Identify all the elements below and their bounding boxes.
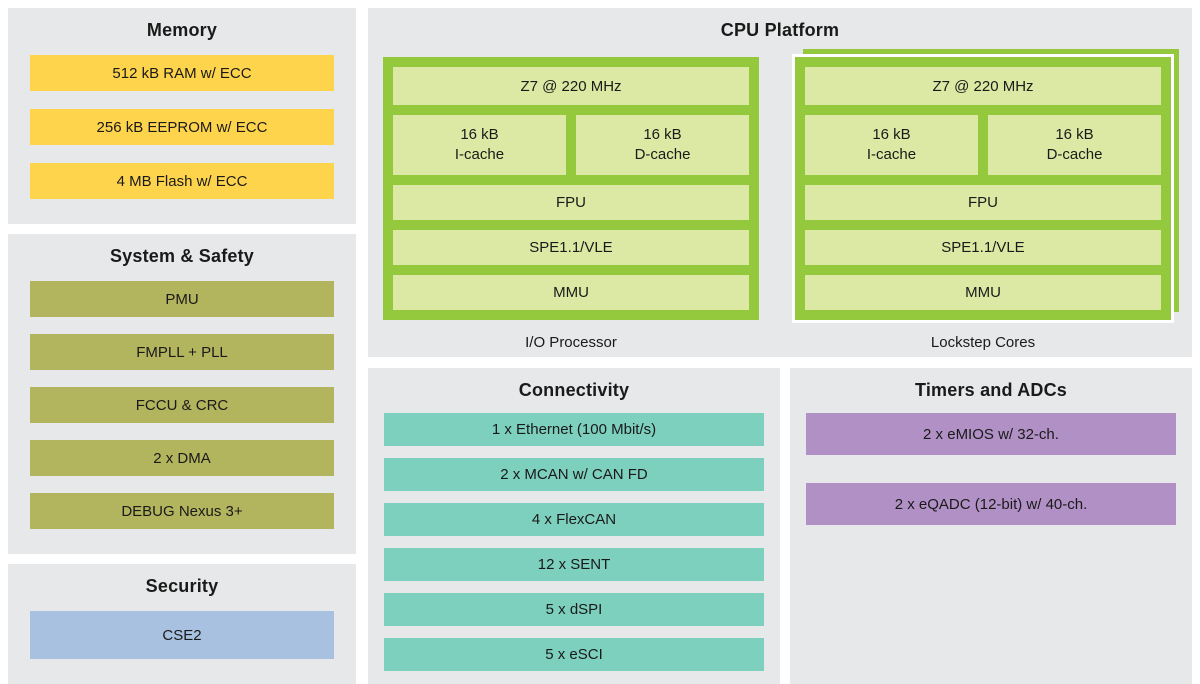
connectivity-blocks: 1 x Ethernet (100 Mbit/s) 2 x MCAN w/ CA… [368,401,780,671]
io-processor-core: Z7 @ 220 MHz 16 kB I-cache 16 kB D-cache… [383,57,759,351]
security-title: Security [145,576,219,596]
block-ethernet: 1 x Ethernet (100 Mbit/s) [384,413,764,446]
core-mmu: MMU [805,275,1161,310]
block-eqadc: 2 x eQADC (12-bit) w/ 40-ch. [806,483,1176,525]
core-spe-vle: SPE1.1/VLE [805,230,1161,265]
block-mcan: 2 x MCAN w/ CAN FD [384,458,764,491]
connectivity-section: Connectivity 1 x Ethernet (100 Mbit/s) 2… [368,368,780,684]
system-safety-blocks: PMU FMPLL + PLL FCCU & CRC 2 x DMA DEBUG… [8,267,356,529]
system-safety-title: System & Safety [109,246,255,266]
block-sent: 12 x SENT [384,548,764,581]
core-spe-vle: SPE1.1/VLE [393,230,749,265]
timers-adcs-section: Timers and ADCs 2 x eMIOS w/ 32-ch. 2 x … [790,368,1192,684]
core-fpu: FPU [805,185,1161,220]
core-icache: 16 kB I-cache [805,115,978,175]
lockstep-cores-caption: Lockstep Cores [930,334,1036,351]
core-mmu: MMU [393,275,749,310]
core-fpu: FPU [393,185,749,220]
system-safety-section: System & Safety PMU FMPLL + PLL FCCU & C… [8,234,356,554]
block-flash: 4 MB Flash w/ ECC [30,163,334,199]
core-block: Z7 @ 220 MHz 16 kB I-cache 16 kB D-cache… [383,57,759,320]
core-icache: 16 kB I-cache [393,115,566,175]
block-debug-nexus: DEBUG Nexus 3+ [30,493,334,529]
cpu-platform-section: CPU Platform Z7 @ 220 MHz 16 kB I-cache … [368,8,1192,357]
block-pmu: PMU [30,281,334,317]
connectivity-title: Connectivity [518,380,630,400]
block-flexcan: 4 x FlexCAN [384,503,764,536]
block-eeprom: 256 kB EEPROM w/ ECC [30,109,334,145]
memory-blocks: 512 kB RAM w/ ECC 256 kB EEPROM w/ ECC 4… [8,41,356,199]
block-fccu-crc: FCCU & CRC [30,387,334,423]
cache-row: 16 kB I-cache 16 kB D-cache [393,115,749,175]
core-block: Z7 @ 220 MHz 16 kB I-cache 16 kB D-cache… [792,54,1174,323]
memory-section: Memory 512 kB RAM w/ ECC 256 kB EEPROM w… [8,8,356,224]
block-dma: 2 x DMA [30,440,334,476]
timers-adcs-title: Timers and ADCs [914,380,1068,400]
core-z7: Z7 @ 220 MHz [393,67,749,105]
core-dcache: 16 kB D-cache [576,115,749,175]
core-z7: Z7 @ 220 MHz [805,67,1161,105]
io-processor-caption: I/O Processor [525,334,617,351]
security-section: Security CSE2 [8,564,356,684]
block-fmpll-pll: FMPLL + PLL [30,334,334,370]
cache-row: 16 kB I-cache 16 kB D-cache [805,115,1161,175]
core-dcache: 16 kB D-cache [988,115,1161,175]
block-emios: 2 x eMIOS w/ 32-ch. [806,413,1176,455]
block-dspi: 5 x dSPI [384,593,764,626]
security-blocks: CSE2 [8,597,356,659]
block-cse2: CSE2 [30,611,334,659]
block-ram: 512 kB RAM w/ ECC [30,55,334,91]
lockstep-cores: Z7 @ 220 MHz 16 kB I-cache 16 kB D-cache… [792,49,1179,351]
timers-adcs-blocks: 2 x eMIOS w/ 32-ch. 2 x eQADC (12-bit) w… [790,401,1192,525]
memory-title: Memory [146,20,218,40]
cpu-platform-title: CPU Platform [720,20,840,40]
block-esci: 5 x eSCI [384,638,764,671]
